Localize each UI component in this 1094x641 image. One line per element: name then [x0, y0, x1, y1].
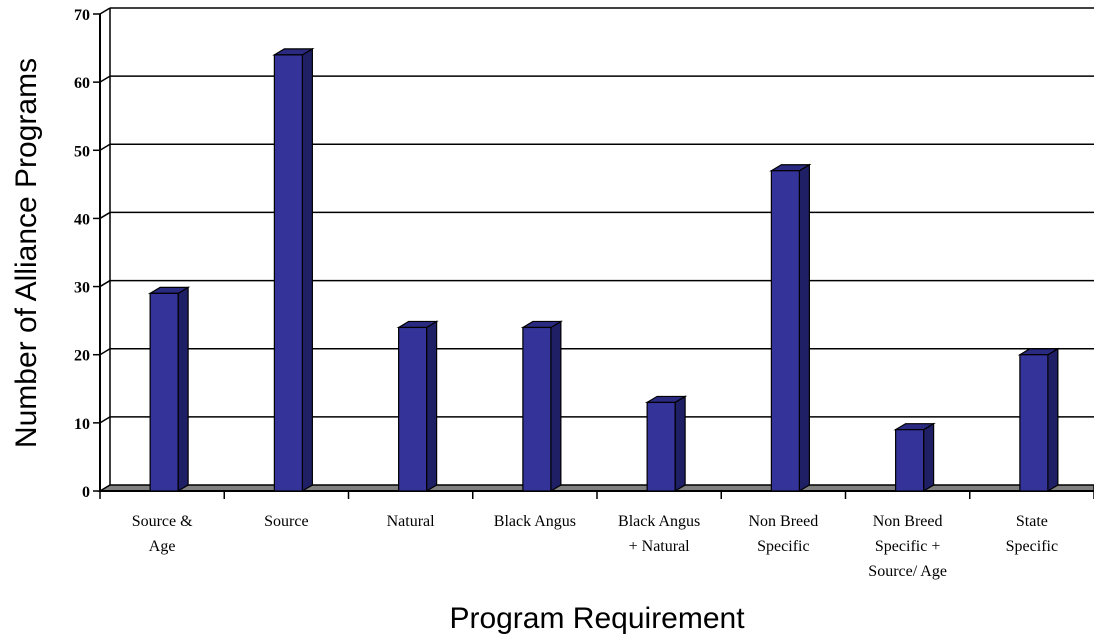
- y-axis-title: Number of Alliance Programs: [10, 58, 43, 448]
- bar-side: [426, 320, 438, 493]
- y-tick-label: 40: [74, 211, 90, 228]
- gridline-side: [99, 143, 111, 151]
- x-tick-label-line: Specific +: [875, 538, 940, 555]
- y-tick-label: 20: [74, 348, 90, 365]
- x-tick-label: State Specific: [1006, 513, 1058, 555]
- bar: [644, 395, 688, 493]
- gridline-side: [99, 7, 111, 15]
- bar: [396, 320, 439, 493]
- bar: [769, 163, 812, 493]
- x-tick-label-line: Source &: [132, 513, 193, 530]
- x-tick-label-line: Black Angus: [618, 513, 700, 530]
- y-tick-label: 60: [74, 75, 90, 92]
- gridline-side: [99, 75, 111, 83]
- y-tick-label: 10: [74, 416, 90, 433]
- x-tick-label-line: Non Breed: [748, 513, 818, 530]
- bar-side: [301, 47, 313, 493]
- x-tick-label-line: Black Angus: [494, 513, 576, 530]
- x-tick-label-line: Natural: [387, 513, 436, 530]
- x-tick-label: Non Breed Specific: [748, 513, 818, 555]
- x-axis-title: Program Requirement: [449, 602, 745, 635]
- bar-side: [550, 320, 562, 493]
- bar-front: [273, 54, 303, 492]
- y-tick-label: 70: [74, 7, 90, 24]
- gridline-side: [99, 348, 111, 356]
- x-tick-label: Black Angus + Natural: [618, 513, 700, 555]
- grid-layer: [99, 7, 1094, 424]
- x-tick-label: Source: [264, 513, 308, 530]
- y-tick-label: 0: [82, 484, 90, 501]
- bar-front: [522, 326, 552, 492]
- gridline-side: [99, 416, 111, 424]
- axes: [93, 8, 1094, 499]
- bar-front: [398, 326, 428, 492]
- bar-side: [923, 422, 935, 493]
- gridline-side: [99, 211, 111, 220]
- gridline-side: [99, 279, 111, 288]
- x-tick-label-line: State: [1016, 513, 1048, 530]
- x-tick-label-line: + Natural: [629, 538, 691, 555]
- y-tick-label: 50: [74, 143, 90, 160]
- x-tick-label-line: Age: [149, 538, 176, 555]
- x-tick-label: Source & Age: [132, 513, 193, 555]
- y-tick-label: 30: [74, 280, 90, 297]
- x-tick-label: Non Breed Specific + Source/ Age: [868, 513, 947, 580]
- x-tick-label: Natural: [387, 513, 436, 530]
- bar-front: [646, 401, 676, 492]
- bar: [1017, 347, 1061, 493]
- bar: [520, 320, 564, 493]
- bar: [147, 286, 191, 493]
- x-tick-label-line: Specific: [1006, 538, 1058, 555]
- x-tick-label-line: Source: [264, 513, 308, 530]
- x-tick-label-line: Non Breed: [873, 513, 943, 530]
- bar-front: [770, 170, 800, 492]
- bars: [147, 47, 1061, 493]
- bar-side: [674, 395, 686, 493]
- y-tick-labels: 0 10 20 30 40 50 60 70: [74, 7, 90, 501]
- bar: [272, 47, 315, 493]
- bar-front: [895, 429, 925, 492]
- bar-side: [798, 163, 810, 493]
- x-tick-label-line: Source/ Age: [868, 563, 947, 580]
- bar-front: [1019, 354, 1049, 492]
- x-tick-label: Black Angus: [494, 513, 576, 530]
- bar: [893, 422, 936, 493]
- bar-side: [177, 286, 189, 493]
- bar-side: [1047, 347, 1059, 493]
- bar-front: [149, 292, 179, 492]
- x-tick-label-line: Specific: [757, 538, 809, 555]
